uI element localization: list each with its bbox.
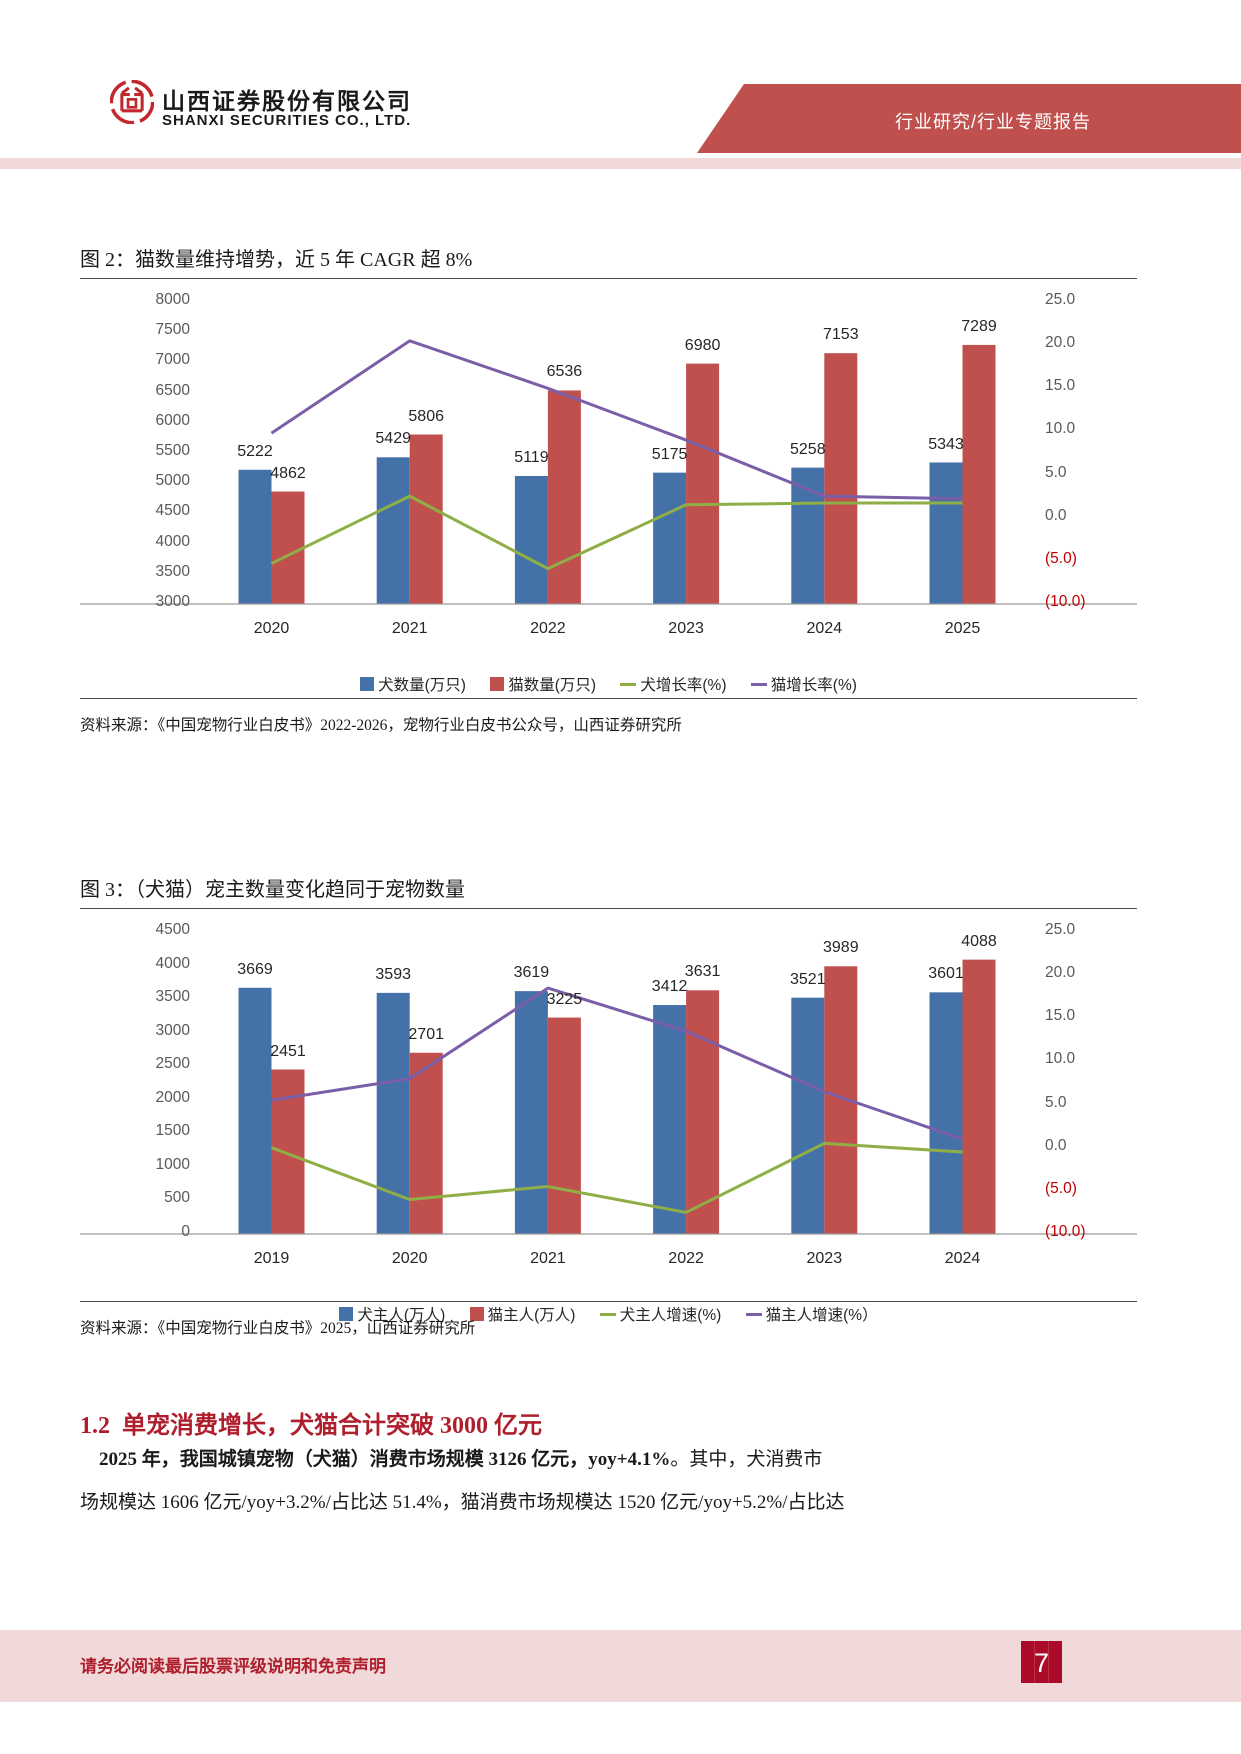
svg-text:7: 7 (1034, 1648, 1049, 1678)
